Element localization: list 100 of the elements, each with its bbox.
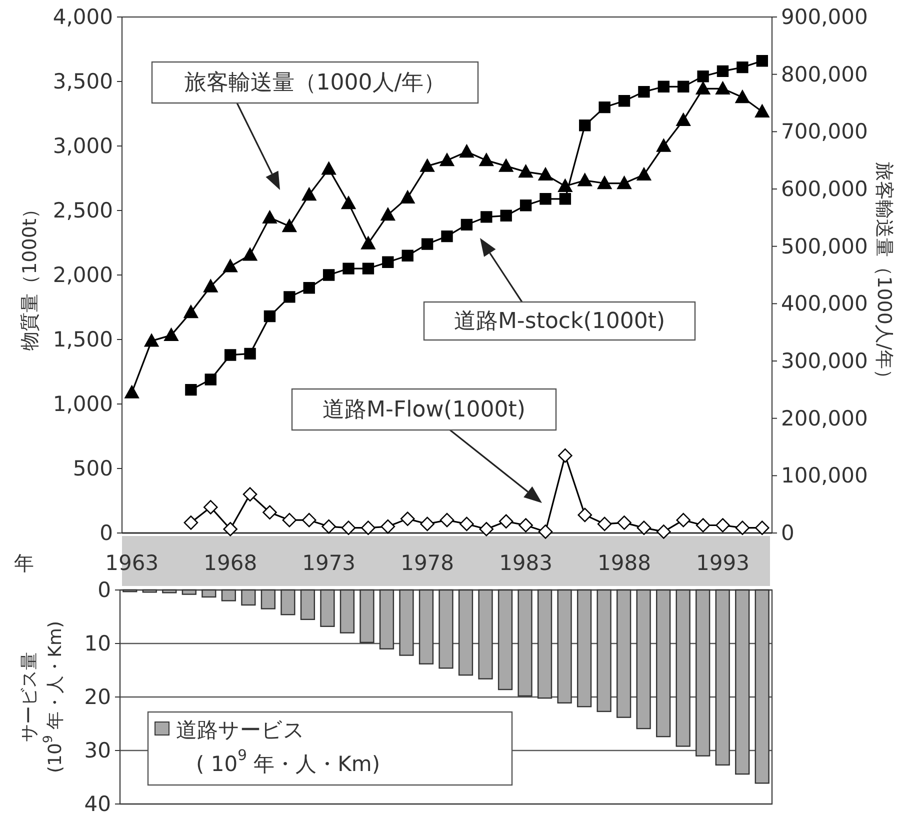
point [322, 519, 336, 534]
text: 道路M-stock(1000t) [454, 308, 666, 334]
point [735, 90, 750, 104]
y2-tick-label: 100,000 [781, 464, 868, 488]
bar [715, 589, 730, 766]
point [755, 520, 770, 535]
y-tick-label: 1,500 [52, 328, 113, 352]
point [400, 512, 415, 526]
point [736, 61, 748, 74]
point [498, 514, 514, 529]
point [362, 262, 374, 274]
y-tick-label: 0 [100, 521, 113, 545]
point [756, 55, 768, 67]
x-tick-label: 1968 [204, 551, 258, 575]
point [520, 199, 532, 212]
point [676, 113, 691, 126]
point [598, 101, 610, 114]
text: 道路M-Flow(1000t) [322, 397, 526, 422]
y2-tick-label: 900,000 [781, 5, 868, 29]
bar [241, 589, 256, 606]
point [244, 348, 256, 360]
y-tick-label: 500 [72, 456, 113, 480]
x-tick-label: 1963 [105, 551, 159, 575]
point [716, 82, 730, 95]
point [597, 516, 612, 532]
bar [537, 589, 552, 699]
y2-tick-label: 500,000 [781, 234, 868, 258]
bar [478, 589, 493, 680]
point [638, 86, 650, 98]
point [361, 520, 376, 535]
bar [735, 589, 750, 775]
point [440, 512, 454, 528]
point [420, 158, 434, 172]
bar [656, 589, 671, 738]
bar [636, 589, 651, 730]
point [716, 518, 730, 532]
point [597, 176, 612, 190]
bar [360, 589, 374, 644]
bar [458, 589, 474, 676]
point [480, 211, 492, 223]
bar [399, 589, 414, 656]
y2-tick-label: 700,000 [781, 120, 868, 144]
y2-tick-label: 600,000 [781, 177, 868, 201]
point [124, 385, 139, 398]
point [342, 262, 354, 274]
point [697, 70, 709, 82]
point [558, 178, 572, 192]
text: 旅客輸送量（1000人/年） [184, 70, 446, 95]
point [579, 120, 591, 132]
bar [754, 589, 770, 784]
point [164, 328, 178, 342]
point [282, 512, 297, 528]
point [284, 291, 296, 303]
y2-tick-label: 200,000 [781, 406, 868, 430]
y2-tick-label: 800,000 [781, 62, 868, 86]
point [361, 236, 376, 250]
y-tick-label: 40 [84, 792, 111, 816]
point [203, 500, 218, 514]
point [617, 176, 632, 190]
point [223, 259, 238, 272]
point [341, 196, 356, 210]
bar [498, 589, 513, 690]
bar [596, 589, 612, 712]
point [303, 282, 315, 294]
point [302, 188, 316, 201]
y-tick-label: 1,000 [52, 392, 113, 416]
point [479, 522, 494, 536]
point [440, 153, 454, 166]
y-tick-label: 20 [84, 685, 111, 709]
point [441, 230, 453, 242]
bar [696, 589, 710, 756]
point [538, 524, 553, 539]
x-tick-label: 1993 [696, 551, 750, 575]
point [498, 158, 514, 172]
point [184, 305, 198, 318]
point [636, 168, 652, 181]
point [696, 82, 710, 95]
point [678, 80, 690, 93]
point [518, 518, 533, 532]
point [242, 248, 258, 261]
bar [142, 589, 157, 593]
point [656, 138, 671, 152]
bar [221, 589, 236, 602]
y2-axis-title: 旅客輸送量（1000人/年） [873, 162, 895, 388]
point [636, 520, 652, 535]
point [144, 334, 159, 347]
point [400, 190, 415, 204]
point [559, 193, 572, 205]
point [460, 218, 473, 231]
point [322, 269, 335, 281]
y-tick-label: 2,500 [52, 198, 113, 222]
point [558, 448, 572, 463]
point [658, 80, 670, 93]
y-tick-label: 4,000 [52, 5, 113, 29]
bar [182, 589, 196, 595]
point [224, 349, 236, 361]
legend: 道路サービス ( 10$^{9}$ 年・人・Km) [147, 711, 513, 786]
bar [557, 589, 572, 704]
point [617, 516, 632, 530]
bar [616, 589, 632, 718]
